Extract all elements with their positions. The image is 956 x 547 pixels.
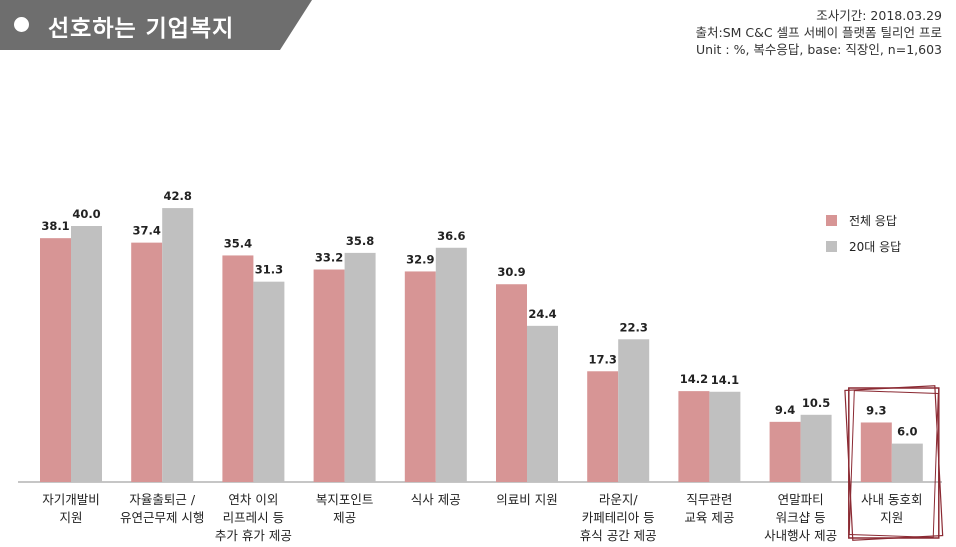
title-banner: 선호하는 기업복지 xyxy=(0,0,312,50)
value-label-twenties-1: 40.0 xyxy=(72,207,100,221)
value-label-twenties-9: 10.5 xyxy=(802,396,830,410)
value-label-total-7: 17.3 xyxy=(589,352,617,366)
bar-total-1 xyxy=(40,238,71,482)
legend-item-twenties: 20대 응답 xyxy=(826,236,901,256)
category-label-5: 식사 제공 xyxy=(411,492,461,507)
value-label-twenties-5: 36.6 xyxy=(437,229,465,243)
category-label-3: 연차 이외 리프레시 등 추가 휴가 제공 xyxy=(215,492,292,543)
bar-twenties-7 xyxy=(618,339,650,482)
value-label-twenties-6: 24.4 xyxy=(528,307,556,321)
value-label-twenties-8: 14.1 xyxy=(711,373,739,387)
value-label-twenties-7: 22.3 xyxy=(620,320,648,334)
category-label-1: 자기개발비 지원 xyxy=(42,492,100,525)
value-label-total-6: 30.9 xyxy=(497,265,525,279)
bar-total-5 xyxy=(404,271,436,482)
bar-twenties-5 xyxy=(435,247,467,482)
value-label-twenties-2: 42.8 xyxy=(164,189,192,203)
bar-twenties-10 xyxy=(891,443,923,482)
category-label-4: 복지포인트 제공 xyxy=(316,492,374,525)
bar-twenties-9 xyxy=(800,414,832,482)
value-label-total-8: 14.2 xyxy=(680,372,708,386)
value-label-twenties-4: 35.8 xyxy=(346,234,374,248)
category-label-9: 연말파티 워크샵 등 사내행사 제공 xyxy=(764,492,837,543)
bar-twenties-2 xyxy=(162,208,194,482)
highlight-box-inner xyxy=(848,390,939,538)
category-label-7: 라운지/카페테리아 등 휴식 공간 제공 xyxy=(580,492,657,543)
value-label-total-2: 37.4 xyxy=(133,224,161,238)
bar-total-3 xyxy=(222,255,254,482)
category-label-2: 자율출퇴근 / 유연근무제 시행 xyxy=(120,492,204,525)
legend-label-twenties: 20대 응답 xyxy=(849,239,902,254)
category-label-8: 직무관련 교육 제공 xyxy=(684,492,734,525)
survey-unit: Unit : %, 복수응답, base: 직장인, n=1,603 xyxy=(696,42,942,57)
bar-total-2 xyxy=(131,242,163,482)
bar-twenties-8 xyxy=(709,391,741,482)
survey-source: 출처:SM C&C 셀프 서베이 플랫폼 틸리언 프로 xyxy=(695,25,942,40)
bar-total-9 xyxy=(769,421,801,482)
bullet-icon xyxy=(14,17,29,32)
bar-total-6 xyxy=(496,284,527,482)
value-label-total-10: 9.3 xyxy=(866,403,886,417)
bar-total-4 xyxy=(313,269,345,482)
bar-total-7 xyxy=(587,371,619,482)
category-label-10: 사내 동호회 지원 xyxy=(861,492,922,525)
legend-item-total: 전체 응답 xyxy=(826,210,901,230)
value-label-total-3: 35.4 xyxy=(224,236,252,250)
category-label-6: 의료비 지원 xyxy=(496,492,557,507)
legend-swatch-twenties xyxy=(826,240,837,252)
bar-total-8 xyxy=(678,391,710,482)
survey-period: 조사기간: 2018.03.29 xyxy=(816,8,942,23)
bar-twenties-3 xyxy=(253,281,285,482)
bar-twenties-6 xyxy=(527,325,558,482)
bar-total-10 xyxy=(860,422,892,482)
bar-twenties-1 xyxy=(71,226,102,482)
bar-twenties-4 xyxy=(344,252,376,482)
chart-title: 선호하는 기업복지 xyxy=(48,16,235,42)
value-label-total-5: 32.9 xyxy=(406,252,434,266)
value-label-twenties-3: 31.3 xyxy=(255,263,283,277)
legend: 전체 응답 20대 응답 xyxy=(826,210,901,262)
highlight-box-tilted xyxy=(844,385,944,541)
value-label-total-4: 33.2 xyxy=(315,251,343,265)
value-label-total-1: 38.1 xyxy=(41,219,69,233)
legend-label-total: 전체 응답 xyxy=(849,213,897,228)
legend-swatch-total xyxy=(826,214,837,226)
value-label-twenties-10: 6.0 xyxy=(897,425,917,439)
survey-meta: 조사기간: 2018.03.29 출처:SM C&C 셀프 서베이 플랫폼 틸리… xyxy=(696,7,942,58)
value-label-total-9: 9.4 xyxy=(775,403,795,417)
